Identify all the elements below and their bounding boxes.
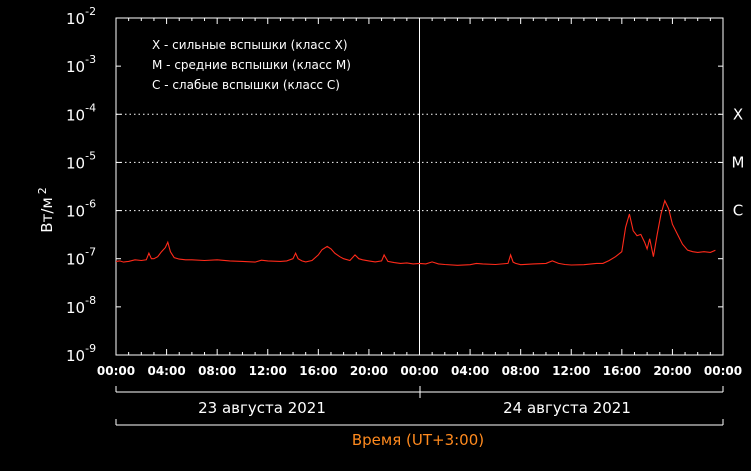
y-axis-label-exp: 2 [36,187,49,194]
y-tick-label: 10-5 [66,149,96,172]
day-label-2: 24 августа 2021 [503,399,631,417]
x-tick-label: 04:00 [147,364,185,378]
svg-text:Вт/м2: Вт/м 2 [36,187,56,232]
legend: X - сильные вспышки (класс X) M - средни… [152,38,351,92]
day-label-1: 23 августа 2021 [198,399,326,417]
x-tick-label: 12:00 [249,364,287,378]
y-tick-label: 10-4 [66,101,96,124]
x-tick-label: 04:00 [451,364,489,378]
x-tick-label: 00:00 [704,364,742,378]
flare-class-label: M [732,153,745,171]
y-tick-label-base: 10 [66,299,85,317]
x-tick-label: 20:00 [653,364,691,378]
y-tick-label: 10-9 [66,342,96,365]
y-tick-label-base: 10 [66,154,85,172]
x-tick-label: 08:00 [502,364,540,378]
x-tick-label: 00:00 [400,364,438,378]
y-tick-label-exp: -2 [85,5,96,18]
legend-entry-m: M - средние вспышки (класс M) [152,58,351,72]
y-tick-label-base: 10 [66,58,85,76]
xray-flux-series-line [115,199,716,266]
y-tick-label-exp: -7 [85,246,96,259]
y-tick-label-exp: -9 [85,342,96,355]
x-tick-label: 08:00 [198,364,236,378]
y-tick-label: 10-2 [66,5,96,28]
flare-class-labels: X M C [732,105,745,219]
y-axis-label-base: Вт/м [38,197,56,232]
y-tick-label-base: 10 [66,10,85,28]
y-tick-label: 10-3 [66,53,96,76]
y-tick-label-exp: -6 [85,198,96,211]
day-brackets [115,386,724,426]
y-tick-label-base: 10 [66,251,85,269]
y-tick-label-exp: -8 [85,294,96,307]
x-tick-label: 16:00 [603,364,641,378]
y-tick-label: 10-6 [66,198,96,221]
flare-class-label: X [733,105,743,123]
y-tick-label-base: 10 [66,347,85,365]
x-tick-label: 16:00 [299,364,337,378]
y-axis-label: Вт/м 2 [36,187,56,232]
legend-entry-c: C - слабые вспышки (класс C) [152,78,340,92]
y-tick-label: 10-7 [66,246,96,269]
y-tick-label-base: 10 [66,106,85,124]
y-tick-label: 10-8 [66,294,96,317]
y-axis-ticks: 10-210-310-410-510-610-710-810-9 [66,5,723,365]
flare-class-label: C [733,202,743,220]
y-tick-label-base: 10 [66,203,85,221]
y-tick-label-exp: -3 [85,53,96,66]
legend-entry-x: X - сильные вспышки (класс X) [152,38,348,52]
y-tick-label-exp: -5 [85,149,96,162]
x-tick-label: 00:00 [97,364,135,378]
x-tick-label: 12:00 [552,364,590,378]
y-tick-label-exp: -4 [85,101,96,114]
x-tick-label: 20:00 [350,364,388,378]
x-axis-ticks: 00:00 04:00 08:00 12:00 16:00 20:00 00:00 04:00… [97,18,742,378]
x-axis-label: Время (UT+3:00) [352,431,484,449]
